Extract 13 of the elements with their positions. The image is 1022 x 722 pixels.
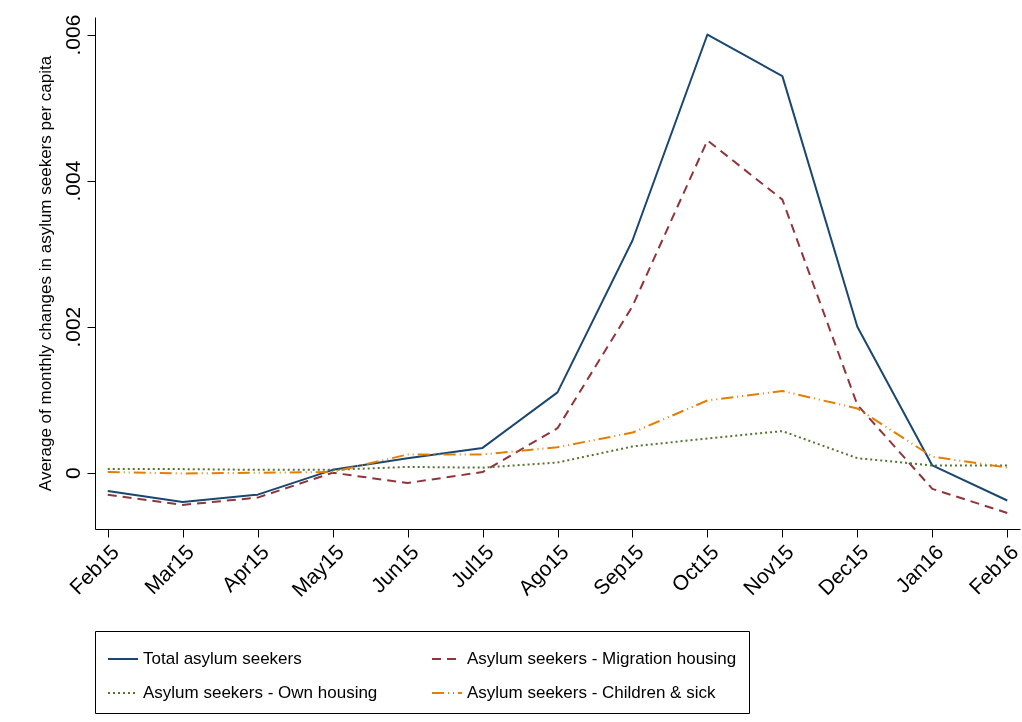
line-series: [106, 389, 1009, 475]
line-series: [106, 430, 1009, 471]
y-tick-label: .002: [60, 306, 84, 348]
legend-label: Total asylum seekers: [143, 649, 302, 668]
line-series: [106, 139, 1009, 514]
y-axis-title: Average of monthly changes in asylum seekers per capita: [35, 55, 55, 492]
y-tick-label: .004: [60, 160, 84, 202]
legend-label: Asylum seekers - Migration housing: [467, 649, 737, 668]
y-tick-label: 0: [60, 467, 84, 480]
legend-label: Asylum seekers - Children & sick: [467, 683, 716, 702]
line-series: [106, 33, 1009, 503]
y-tick-label: .006: [60, 14, 84, 56]
legend-label: Asylum seekers - Own housing: [143, 683, 378, 702]
